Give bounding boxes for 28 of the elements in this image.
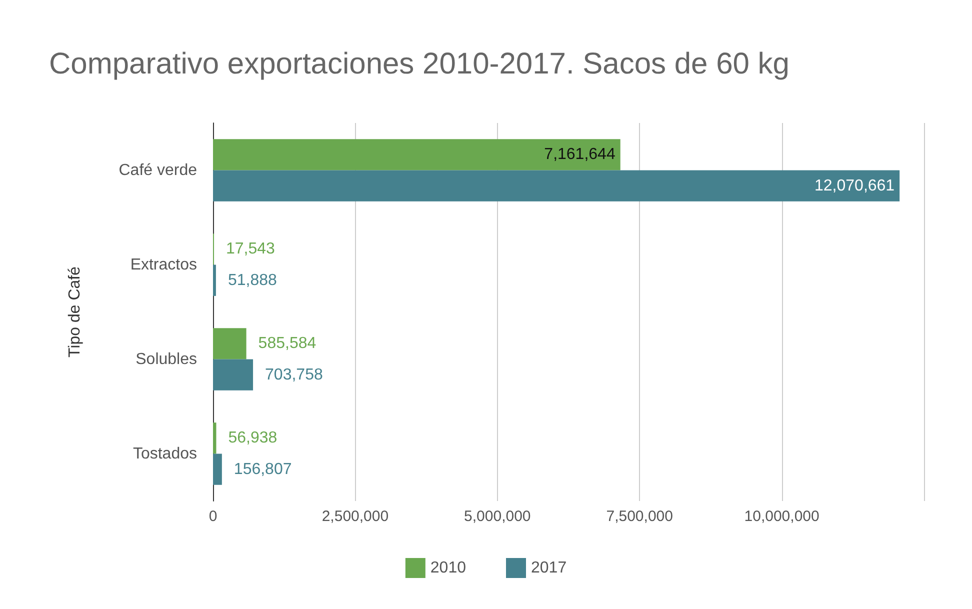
bar [213,139,620,170]
data-label: 703,758 [265,366,323,384]
y-tick-label: Extractos [130,256,197,274]
data-label: 12,070,661 [814,177,895,194]
x-tick-label: 5,000,000 [464,508,531,525]
x-tick-label: 10,000,000 [744,508,820,525]
x-tick-label: 7,500,000 [606,508,673,525]
legend-label: 2017 [531,560,567,576]
y-axis-title: Tipo de Café [66,266,84,358]
y-tick-label: Café verde [118,162,198,179]
bar [213,328,246,360]
bar [213,170,900,202]
x-tick-label: 2,500,000 [322,508,389,525]
data-label: 17,543 [226,240,276,258]
bar [213,454,222,485]
bar [213,264,216,296]
data-label: 51,888 [228,272,277,289]
bar [213,422,216,454]
y-tick-label: Tostados [132,445,197,462]
chart-title: Comparativo exportaciones 2010-2017. Sacos de 60 kg [49,48,790,80]
data-label: 585,584 [258,335,316,352]
bar [213,359,254,390]
data-label: 156,807 [234,460,292,478]
data-label: 7,161,644 [544,146,616,164]
data-label: 56,938 [228,430,278,447]
x-tick-label: 0 [208,508,218,525]
legend-label: 2010 [430,560,466,576]
y-tick-label: Solubles [136,350,197,368]
